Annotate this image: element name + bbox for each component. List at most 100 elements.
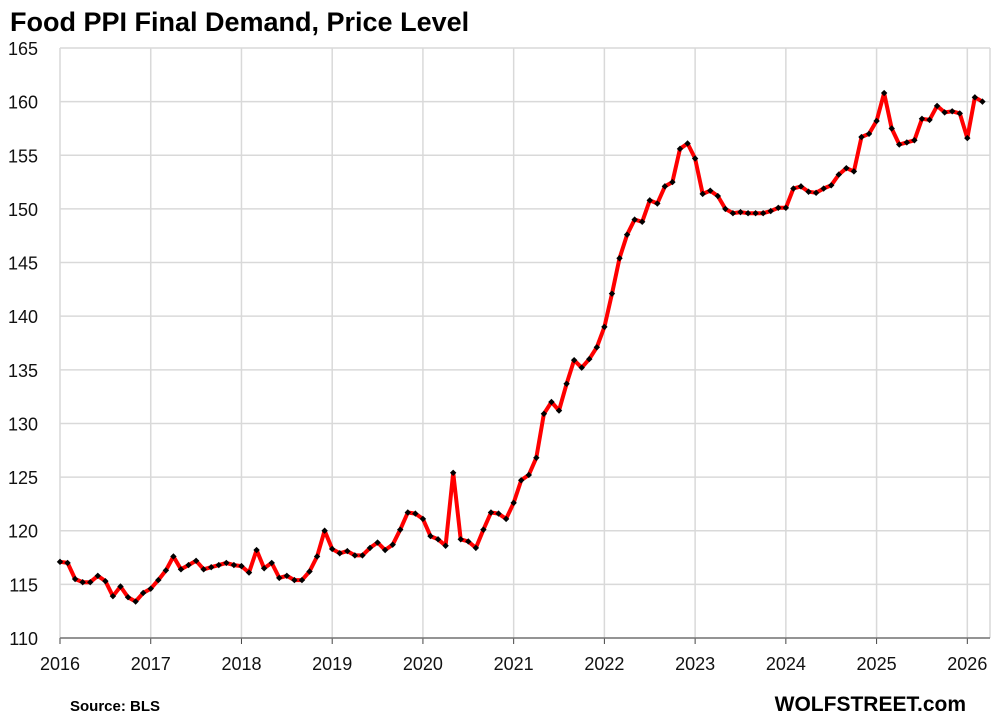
data-point	[230, 561, 238, 569]
data-point	[124, 594, 132, 601]
data-point	[578, 364, 585, 371]
data-point	[888, 125, 895, 132]
data-point	[661, 183, 669, 190]
data-point	[744, 210, 752, 217]
data-point	[208, 564, 215, 571]
data-point	[525, 471, 532, 479]
data-point	[646, 197, 653, 204]
x-tick-label: 2024	[766, 654, 806, 674]
data-point	[170, 553, 177, 560]
data-point	[465, 538, 472, 545]
data-point	[192, 557, 200, 564]
plot-area	[56, 89, 986, 605]
data-point	[366, 544, 374, 552]
data-point	[805, 188, 812, 195]
data-point	[707, 187, 714, 194]
data-point	[828, 182, 835, 189]
data-point	[903, 139, 911, 146]
data-point	[419, 515, 427, 523]
data-point	[298, 576, 306, 584]
y-tick-label: 160	[8, 93, 38, 113]
data-point	[139, 589, 147, 597]
data-point	[276, 574, 283, 582]
x-tick-label: 2023	[675, 654, 715, 674]
y-tick-label: 155	[8, 146, 38, 166]
data-point	[767, 207, 774, 215]
y-tick-label: 125	[8, 468, 38, 488]
data-point	[608, 290, 616, 297]
data-point	[155, 576, 162, 584]
y-tick-label: 165	[8, 39, 38, 59]
data-point	[487, 509, 495, 516]
data-point	[858, 133, 865, 141]
data-point	[880, 89, 888, 97]
data-point	[313, 553, 321, 560]
y-tick-label: 135	[8, 361, 38, 381]
y-tick-label: 110	[9, 629, 38, 649]
data-point	[404, 509, 412, 516]
data-point	[555, 407, 563, 414]
data-point	[933, 102, 941, 110]
data-point	[79, 579, 86, 586]
data-point	[759, 210, 767, 217]
data-point	[563, 380, 570, 387]
data-point	[87, 579, 94, 586]
data-point	[654, 200, 661, 207]
x-tick-label: 2026	[947, 654, 987, 674]
brand-watermark: WOLFSTREET.com	[775, 693, 966, 716]
data-point	[71, 575, 79, 583]
x-tick-label: 2025	[857, 654, 897, 674]
data-point	[457, 536, 464, 543]
x-tick-label: 2020	[403, 654, 443, 674]
data-point	[616, 255, 623, 262]
data-point	[321, 527, 328, 534]
data-point	[132, 598, 139, 605]
data-point	[147, 585, 154, 592]
data-point	[941, 109, 948, 116]
y-tick-label: 140	[8, 307, 38, 327]
data-point	[434, 536, 442, 543]
data-point	[812, 189, 820, 197]
data-point	[397, 526, 404, 533]
data-point	[676, 145, 684, 153]
data-point	[896, 141, 903, 148]
data-point	[911, 137, 918, 144]
data-point	[601, 323, 608, 331]
data-point	[540, 410, 548, 417]
data-point	[979, 98, 986, 105]
data-point	[359, 552, 366, 559]
data-point	[510, 499, 517, 507]
data-point	[948, 108, 956, 115]
data-point	[684, 140, 691, 147]
x-tick-label: 2019	[312, 654, 352, 674]
data-point	[253, 546, 260, 554]
y-axis: 110 115 120 125 130 135 140 145 150 155 160 165	[8, 39, 38, 649]
x-tick-label: 2016	[40, 654, 80, 674]
data-point	[238, 562, 245, 570]
series-line	[58, 91, 985, 604]
data-point	[722, 205, 729, 213]
data-point	[351, 552, 359, 559]
data-point	[835, 171, 842, 178]
y-tick-label: 145	[8, 254, 38, 274]
data-point	[570, 356, 578, 364]
data-point	[374, 539, 381, 546]
x-tick-label: 2022	[584, 654, 624, 674]
data-point	[291, 576, 298, 584]
data-point	[918, 115, 926, 122]
data-point	[638, 218, 646, 225]
data-point	[533, 454, 540, 461]
data-point	[328, 545, 336, 553]
data-point	[593, 344, 601, 351]
data-point	[699, 190, 706, 198]
gridlines	[59, 47, 991, 639]
data-point	[449, 469, 457, 476]
data-point	[797, 183, 805, 190]
data-point	[336, 550, 343, 557]
data-point	[260, 565, 268, 572]
source-label: Source: BLS	[70, 698, 160, 715]
data-point	[472, 544, 480, 552]
data-point	[548, 398, 555, 406]
data-point	[820, 185, 827, 192]
